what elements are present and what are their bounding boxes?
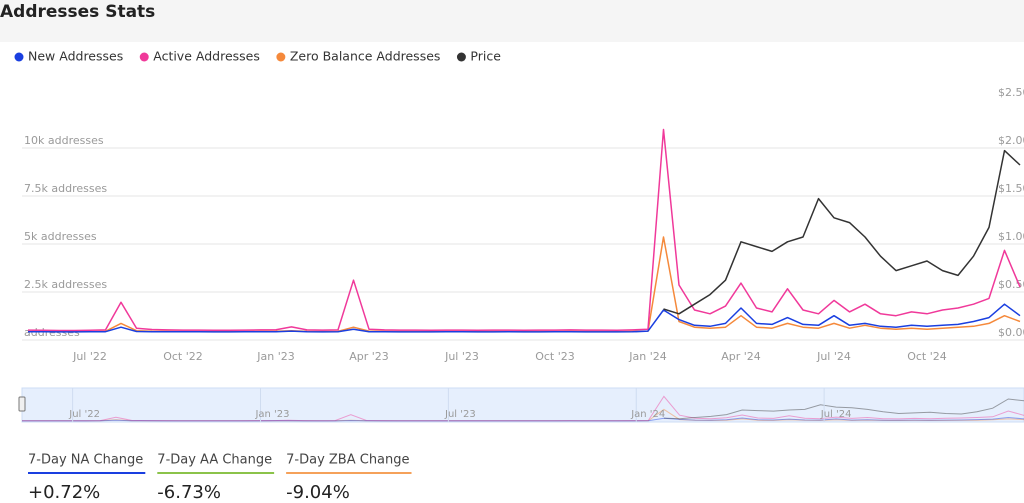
legend-label: Zero Balance Addresses <box>290 49 441 64</box>
series-line <box>27 236 1021 333</box>
stat-value: -6.73% <box>157 482 221 503</box>
x-tick-label: Oct '23 <box>535 350 575 363</box>
y-tick-label: 2.5k addresses <box>24 278 107 291</box>
x-tick-label: Jan '24 <box>628 350 666 363</box>
navigator-line <box>22 395 1024 422</box>
navigator-line <box>22 408 1024 422</box>
legend-dot <box>139 52 149 62</box>
y-tick-label: 5k addresses <box>24 230 97 243</box>
x-tick-label: Apr '23 <box>349 350 389 363</box>
navigator-label: Jul '23 <box>444 409 476 420</box>
navigator-line <box>22 416 1024 422</box>
stat-card: 7-Day NA Change +0.72% <box>28 453 146 503</box>
chart-title: Addresses Stats <box>0 2 155 22</box>
navigator-label: Jul '24 <box>820 409 852 420</box>
y-tick-label: 7.5k addresses <box>24 182 107 195</box>
navigator[interactable] <box>21 387 1024 423</box>
navigator-label: Jan '24 <box>630 409 665 420</box>
y2-tick-label: $0.00 <box>998 326 1024 339</box>
navigator-label: Jan '23 <box>254 409 289 420</box>
y2-tick-label: $2.00 <box>998 134 1024 147</box>
x-tick-label: Oct '24 <box>907 350 947 363</box>
stat-value: +0.72% <box>28 482 100 503</box>
legend-label: Price <box>470 49 501 64</box>
x-tick-label: Jul '22 <box>72 350 107 363</box>
stat-label: 7-Day AA Change <box>157 453 272 468</box>
header-band <box>0 0 1024 42</box>
navigator-line <box>663 398 1024 420</box>
x-tick-label: Oct '22 <box>163 350 203 363</box>
legend-dot <box>456 52 466 62</box>
legend-dot <box>276 52 286 62</box>
legend-label: New Addresses <box>28 49 123 64</box>
navigator-label: Jul '22 <box>68 409 100 420</box>
legend-label: Active Addresses <box>153 49 260 64</box>
y2-tick-label: $1.50 <box>998 182 1024 195</box>
legend-item[interactable]: New Addresses <box>14 49 124 64</box>
x-tick-label: Jan '23 <box>256 350 294 363</box>
legend-item[interactable]: Price <box>456 49 501 64</box>
stat-label: 7-Day NA Change <box>28 453 143 468</box>
series-line <box>27 128 1021 332</box>
y2-tick-label: $0.50 <box>998 278 1024 291</box>
navigator-handle[interactable] <box>18 396 26 412</box>
stat-card: 7-Day ZBA Change -9.04% <box>286 453 412 503</box>
x-tick-label: Jul '23 <box>444 350 479 363</box>
y2-tick-label: $1.00 <box>998 230 1024 243</box>
y-tick-label: 10k addresses <box>24 134 104 147</box>
plot <box>27 128 1021 333</box>
series-line <box>28 303 1021 333</box>
x-tick-label: Jul '24 <box>816 350 851 363</box>
stat-value: -9.04% <box>286 482 350 503</box>
legend-item[interactable]: Zero Balance Addresses <box>276 49 440 64</box>
series-line <box>663 149 1021 315</box>
legend-dot <box>14 52 24 62</box>
legend-item[interactable]: Active Addresses <box>139 49 260 64</box>
x-tick-label: Apr '24 <box>721 350 761 363</box>
stat-card: 7-Day AA Change -6.73% <box>157 453 275 503</box>
y2-tick-label: $2.50 <box>998 86 1024 99</box>
stat-label: 7-Day ZBA Change <box>286 453 409 468</box>
